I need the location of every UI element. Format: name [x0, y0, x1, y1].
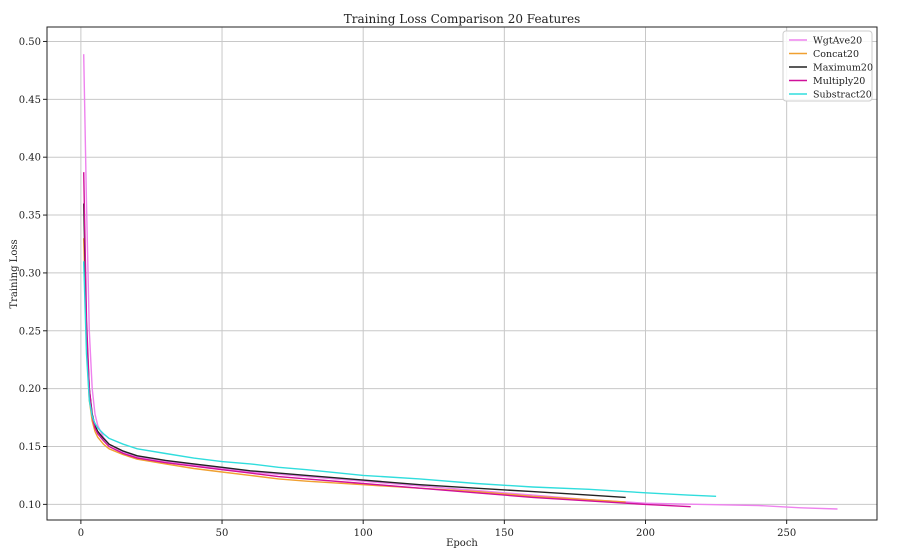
x-tick-label: 100 — [354, 528, 373, 539]
series-line-wgtave20 — [83, 54, 838, 510]
series-line-multiply20 — [83, 172, 691, 508]
x-tick-label: 200 — [636, 528, 655, 539]
y-tick-label: 0.15 — [19, 442, 41, 453]
y-tick-label: 0.20 — [19, 384, 41, 395]
x-tick-label: 0 — [78, 528, 84, 539]
y-tick-label: 0.50 — [19, 37, 41, 48]
legend-entry-label: WgtAve20 — [813, 36, 862, 47]
legend: WgtAve20 Concat20 Maximum20 Multiply20 Subst… — [782, 30, 873, 102]
y-axis-ticks: 0.10 0.15 0.20 0.25 0.30 0.35 0.40 0.45 0.50 — [19, 37, 47, 511]
y-tick-label: 0.35 — [19, 211, 41, 222]
y-tick-label: 0.30 — [19, 268, 41, 279]
x-tick-label: 150 — [495, 528, 514, 539]
y-axis-label: Training Loss — [9, 239, 20, 308]
legend-entry-label: Substract20 — [813, 90, 872, 101]
plot-frame — [46, 26, 878, 521]
y-tick-label: 0.10 — [19, 500, 41, 511]
grid-lines — [47, 27, 877, 520]
series-line-substract20 — [83, 261, 717, 497]
series-lines — [83, 54, 838, 510]
legend-box — [782, 30, 873, 102]
y-tick-label: 0.40 — [19, 153, 41, 164]
x-axis-label: Epoch — [446, 538, 478, 549]
y-tick-label: 0.25 — [19, 326, 41, 337]
x-axis-ticks: 0 50 100 150 200 250 — [78, 520, 796, 539]
chart-title: Training Loss Comparison 20 Features — [344, 12, 581, 26]
legend-entry-label: Concat20 — [813, 49, 859, 60]
x-tick-label: 250 — [777, 528, 796, 539]
legend-entry-label: Maximum20 — [813, 63, 873, 74]
y-tick-label: 0.45 — [19, 95, 41, 106]
legend-entry-label: Multiply20 — [813, 76, 865, 87]
x-tick-label: 50 — [216, 528, 229, 539]
